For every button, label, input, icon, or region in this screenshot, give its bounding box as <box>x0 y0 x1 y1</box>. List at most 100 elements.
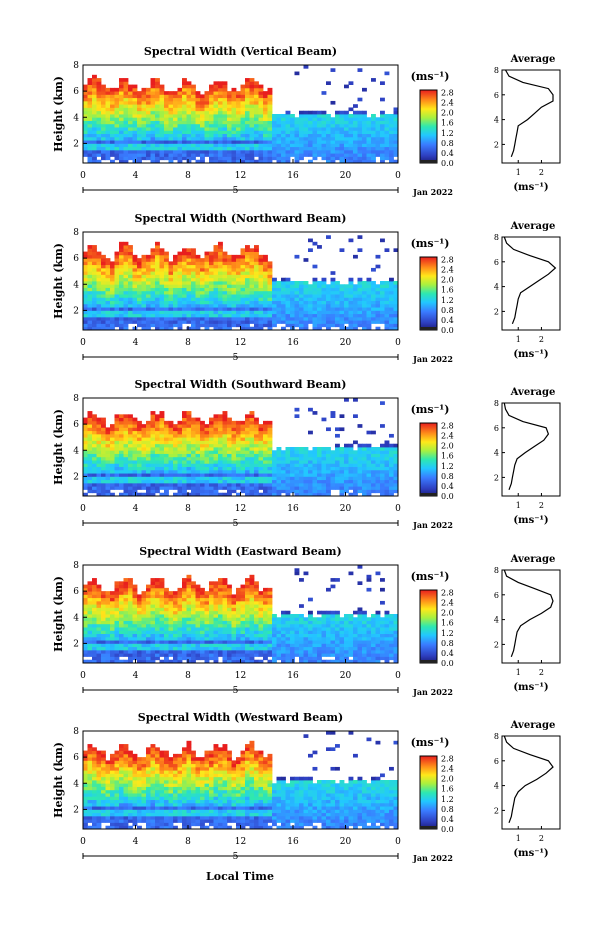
heatmap-cell <box>218 430 223 435</box>
heatmap-cell <box>186 114 192 118</box>
heatmap-cell <box>146 313 151 318</box>
heatmap-cell <box>150 610 156 615</box>
heatmap-cell <box>362 297 367 301</box>
heatmap-cell <box>231 133 237 138</box>
heatmap-cell <box>263 284 268 288</box>
heatmap-cell <box>258 267 264 272</box>
heatmap-cell <box>128 620 133 625</box>
heatmap-cell <box>308 453 313 458</box>
heatmap-cell <box>146 107 151 112</box>
heatmap-cell <box>263 486 268 490</box>
heatmap-cell <box>96 274 102 279</box>
heatmap-cell <box>231 476 237 481</box>
heatmap-cell <box>114 640 120 644</box>
heatmap-cell <box>177 492 183 497</box>
heatmap-cell <box>83 284 88 288</box>
heatmap-cell <box>317 143 322 148</box>
heatmap-cell <box>227 427 232 432</box>
heatmap-cell <box>330 453 336 458</box>
heatmap-cell <box>258 424 264 428</box>
heatmap-cell <box>371 473 376 477</box>
heatmap-cell <box>96 433 102 438</box>
heatmap-cell <box>155 486 160 490</box>
heatmap-cell <box>218 81 223 85</box>
heatmap-cell <box>218 127 223 131</box>
heatmap-cell <box>132 133 138 138</box>
heatmap-cell <box>150 146 156 151</box>
heatmap-cell <box>213 143 219 148</box>
heatmap-cell <box>186 294 192 298</box>
heatmap-cell <box>236 482 241 487</box>
heatmap-cell <box>321 146 327 151</box>
heatmap-cell <box>366 479 372 484</box>
heatmap-cell <box>137 463 142 467</box>
heatmap-cell <box>290 133 295 138</box>
heatmap-cell <box>146 294 151 298</box>
heatmap-cell <box>231 97 237 102</box>
heatmap-cell <box>159 437 165 441</box>
heatmap-cell <box>195 143 201 148</box>
heatmap-cell <box>200 489 205 494</box>
heatmap-cell <box>164 110 169 115</box>
heatmap-cell <box>164 254 169 259</box>
heatmap-cell <box>389 127 394 131</box>
heatmap-cell <box>371 153 376 157</box>
heatmap-cell <box>267 114 273 118</box>
heatmap-cell <box>150 463 156 467</box>
heatmap-cell <box>128 597 133 602</box>
heatmap-cell <box>101 476 106 481</box>
heatmap-cell <box>141 264 147 269</box>
profile-y-tick-label: 2 <box>494 473 499 482</box>
heatmap-cell <box>105 591 111 595</box>
heatmap-cell <box>254 492 259 497</box>
heatmap-cell <box>110 130 115 134</box>
heatmap-cell <box>218 294 223 298</box>
heatmap-cell <box>123 78 129 82</box>
heatmap-cell <box>159 310 165 315</box>
heatmap-cell <box>137 281 142 285</box>
heatmap-cell <box>168 640 174 644</box>
heatmap-cell <box>222 91 228 95</box>
heatmap-cell <box>83 482 88 487</box>
heatmap-cell <box>213 110 219 115</box>
heatmap-cell <box>164 643 169 648</box>
heatmap-cell <box>245 97 250 102</box>
heatmap-cell <box>276 114 282 118</box>
heatmap-cell <box>87 473 93 477</box>
heatmap-cell <box>159 420 165 425</box>
heatmap-cell <box>110 127 115 131</box>
heatmap-cell <box>231 307 237 311</box>
heatmap-cell <box>92 74 97 79</box>
heatmap-cell <box>321 453 327 458</box>
heatmap-cell <box>119 140 124 144</box>
heatmap-cell <box>348 303 354 308</box>
heatmap-cell <box>263 427 268 432</box>
heatmap-cell <box>101 130 106 134</box>
heatmap-cell <box>114 420 120 425</box>
heatmap-cell <box>137 492 142 497</box>
heatmap-cell <box>159 581 165 585</box>
heatmap-cell <box>132 463 138 467</box>
heatmap-cell <box>110 300 115 305</box>
heatmap-cell <box>236 143 241 148</box>
heatmap-cell <box>96 417 102 422</box>
heatmap-cell <box>96 610 102 615</box>
heatmap-cell <box>164 97 169 102</box>
heatmap-cell <box>200 479 205 484</box>
heatmap-cell <box>119 97 124 102</box>
heatmap-cell <box>339 427 345 432</box>
heatmap-cell <box>92 78 97 82</box>
heatmap-cell <box>357 153 363 157</box>
heatmap-cell <box>290 313 295 318</box>
heatmap-cell <box>83 274 88 279</box>
heatmap-cell <box>267 297 273 301</box>
heatmap-cell <box>240 91 246 95</box>
heatmap-cell <box>330 300 336 305</box>
heatmap-cell <box>258 427 264 432</box>
heatmap-cell <box>159 479 165 484</box>
heatmap-cell <box>276 310 282 315</box>
heatmap-cell <box>141 127 147 131</box>
heatmap-cell <box>236 117 241 121</box>
heatmap-cell <box>155 303 160 308</box>
heatmap-cell <box>344 453 349 458</box>
